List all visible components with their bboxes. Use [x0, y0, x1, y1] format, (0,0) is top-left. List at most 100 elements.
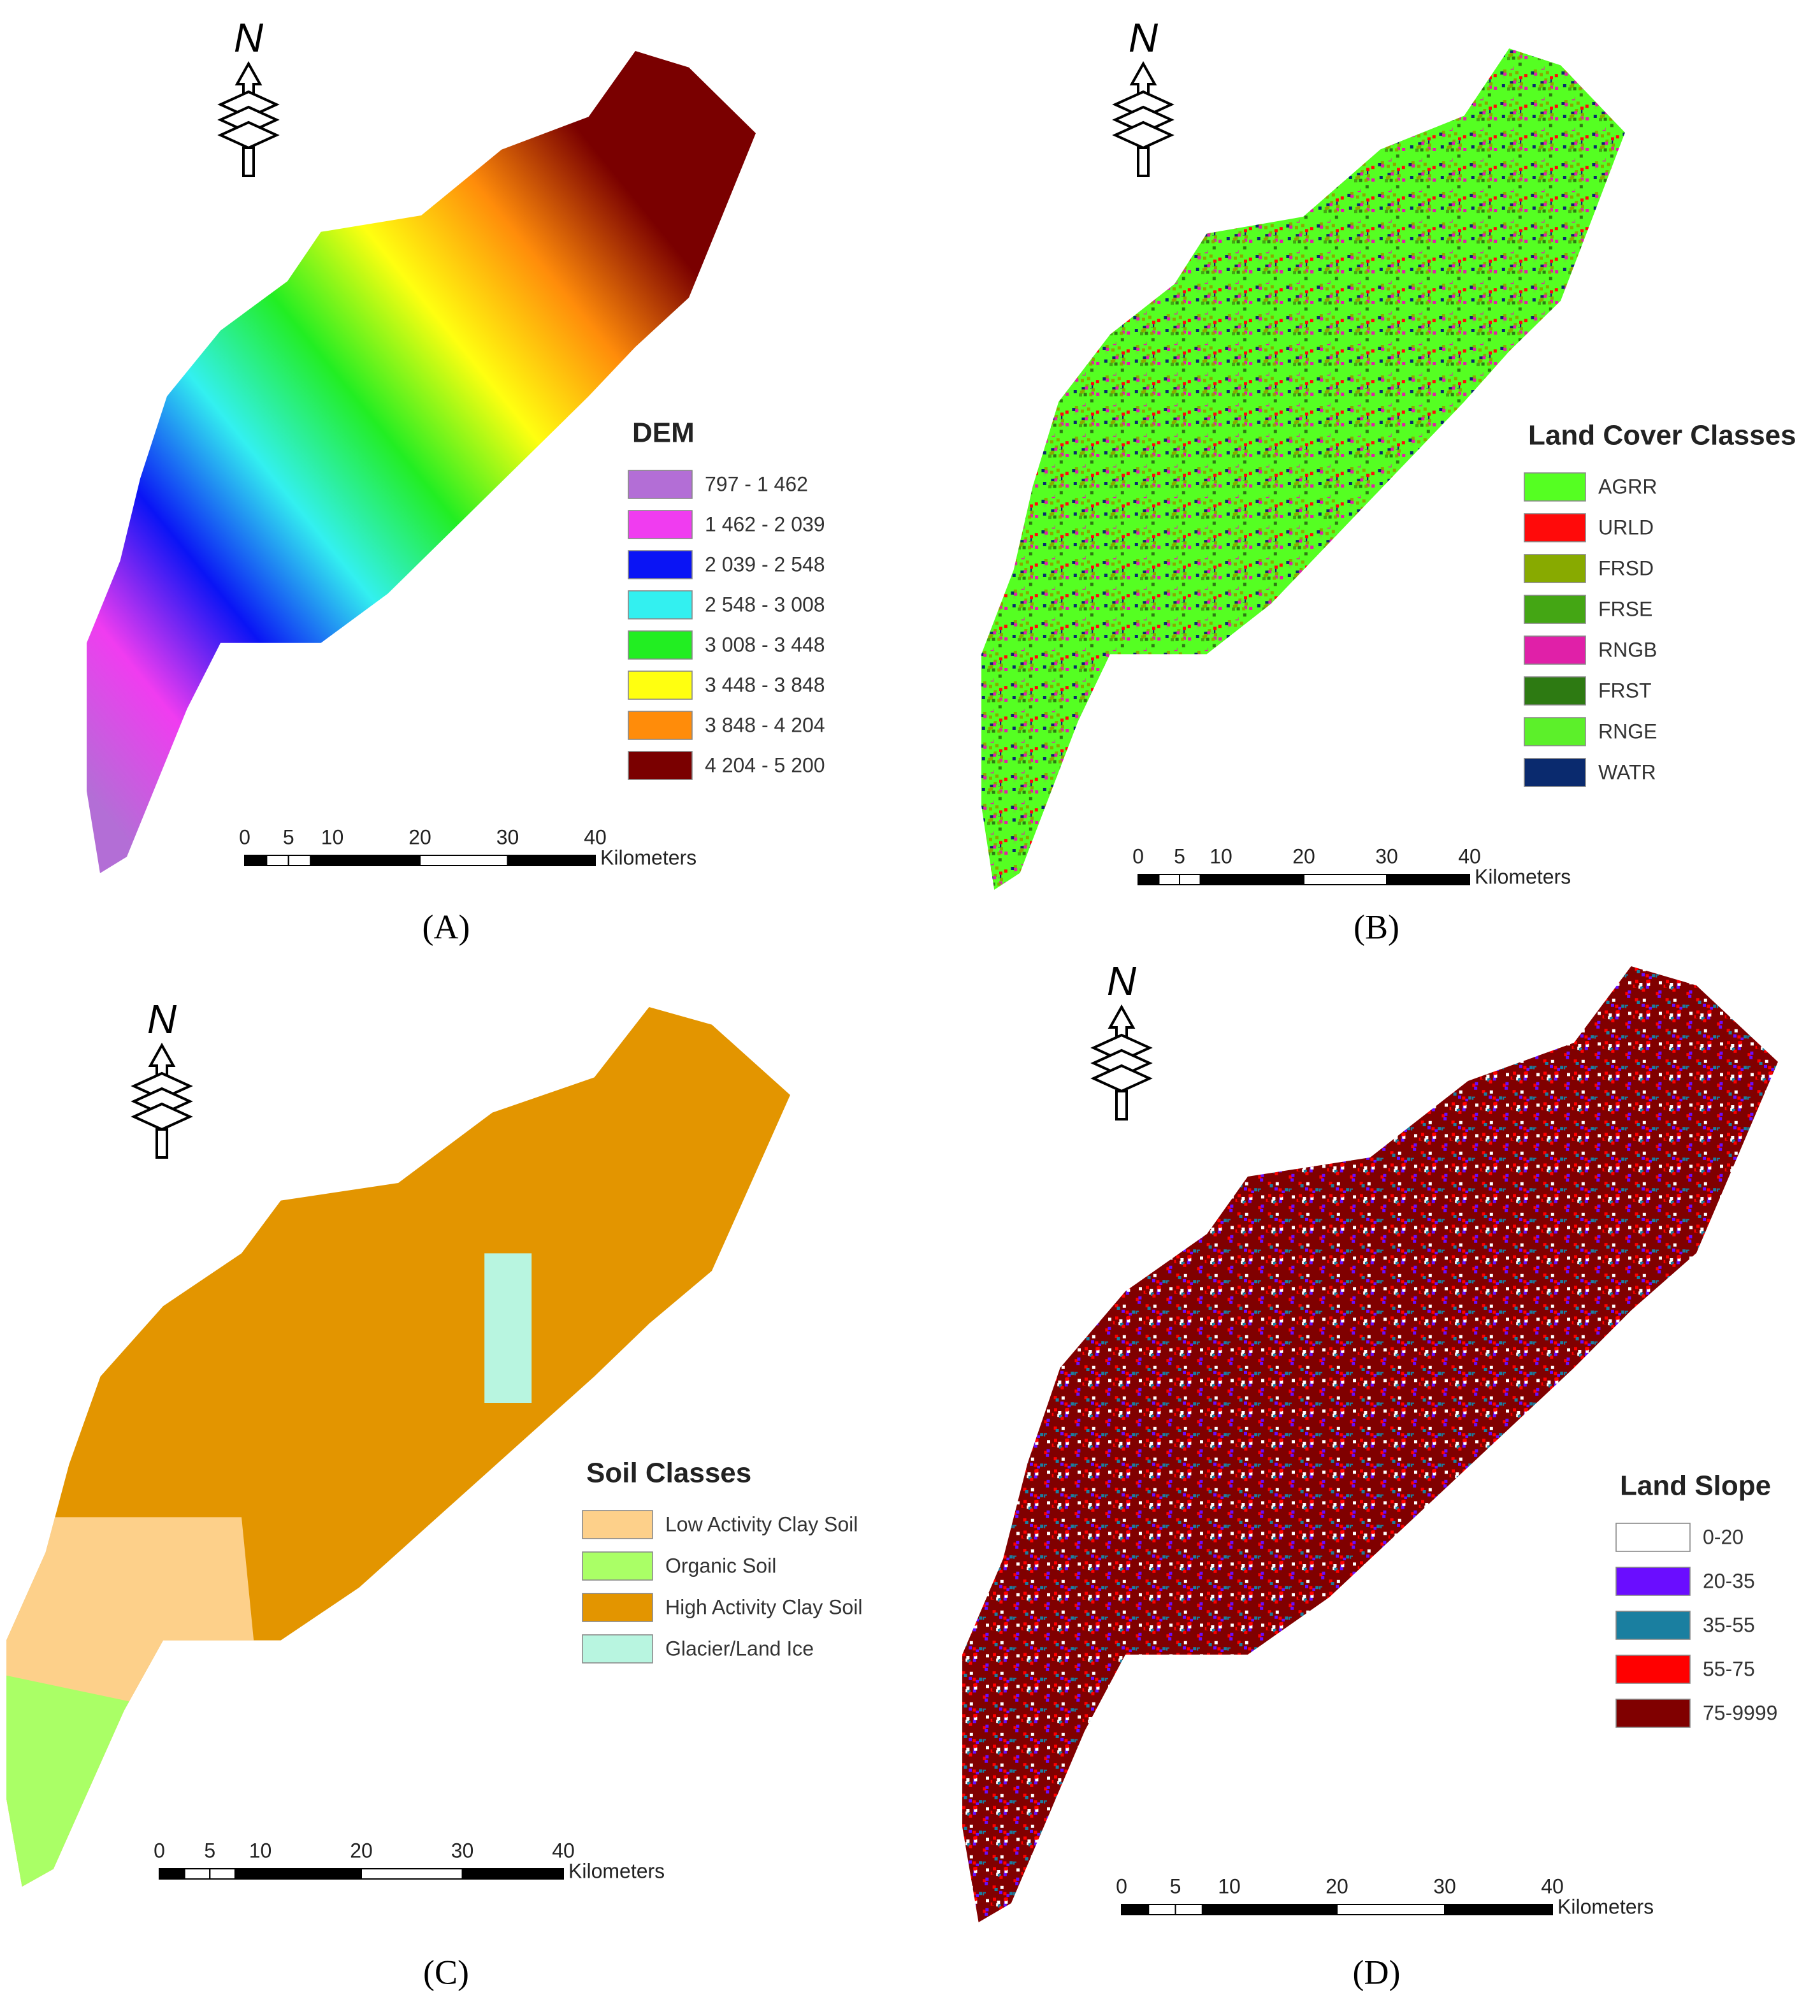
legend-swatch — [628, 751, 693, 780]
scale-label: 5 — [204, 1839, 215, 1862]
scale-label: 40 — [1458, 845, 1481, 867]
scale-segment — [331, 855, 421, 866]
scale-segment — [507, 855, 596, 866]
legend-label: FRST — [1598, 679, 1652, 702]
scale-segment — [461, 1868, 564, 1880]
scale-label: 5 — [1174, 845, 1185, 867]
scale-label: 10 — [1218, 1875, 1241, 1897]
scale-segment — [1158, 874, 1180, 885]
arrow-tail — [242, 147, 255, 177]
scale-unit: Kilometers — [1475, 865, 1571, 888]
legend-swatch — [1524, 635, 1586, 665]
legend-title: Land Slope — [1620, 1470, 1771, 1502]
legend-swatch — [1615, 1567, 1691, 1596]
legend-label: 75-9999 — [1703, 1701, 1777, 1724]
watershed-map — [981, 48, 1625, 890]
map-panel: N Land Cover Classes AGRR URLD FRSD FRSE RNGB F… — [981, 15, 1796, 946]
north-label: N — [1129, 15, 1159, 61]
legend-swatch — [1524, 595, 1586, 624]
scale-segment — [1199, 874, 1222, 885]
soil-zone — [484, 1253, 532, 1403]
scale-label: 30 — [1433, 1875, 1456, 1897]
legend-swatch — [582, 1634, 653, 1664]
north-label: N — [234, 15, 264, 61]
layer-plate — [217, 120, 280, 150]
legend-label: FRSD — [1598, 556, 1654, 579]
watershed-map — [962, 966, 1778, 1922]
legend-swatch — [1615, 1523, 1691, 1552]
legend-title: Land Cover Classes — [1528, 420, 1796, 451]
legend-label: Low Activity Clay Soil — [665, 1512, 858, 1535]
scale-label: 10 — [321, 825, 344, 848]
legend-label: 3 448 - 3 848 — [705, 673, 825, 696]
legend-swatch — [582, 1551, 653, 1581]
scale-label: 5 — [1170, 1875, 1181, 1897]
legend-title: DEM — [632, 417, 695, 449]
watershed-map — [87, 51, 756, 873]
north-arrow: N — [131, 996, 193, 1159]
scale-label: 5 — [283, 825, 294, 848]
legend-label: 2 039 - 2 548 — [705, 553, 825, 576]
legend-label: Organic Soil — [665, 1554, 776, 1577]
legend-swatch — [628, 630, 693, 660]
scale-segment — [266, 855, 289, 866]
scale-segment — [234, 1868, 261, 1880]
scale-segment — [1201, 1904, 1230, 1915]
legend-label: 0-20 — [1703, 1525, 1744, 1548]
scale-label: 30 — [1375, 845, 1398, 867]
legend-label: AGRR — [1598, 475, 1657, 498]
map-panel: N Soil Classes Low Activity Clay Soil Organ… — [6, 996, 862, 1991]
scale-label: 20 — [408, 825, 431, 848]
panel-label: (C) — [423, 1953, 469, 1991]
legend-label: URLD — [1598, 516, 1654, 539]
scale-label: 0 — [1132, 845, 1144, 867]
legend-swatch — [1615, 1699, 1691, 1728]
legend-label: High Activity Clay Soil — [665, 1595, 862, 1618]
legend-label: Glacier/Land Ice — [665, 1637, 814, 1660]
legend-label: RNGE — [1598, 720, 1657, 743]
scale-label: 20 — [1292, 845, 1315, 867]
scale-label: 40 — [552, 1839, 575, 1862]
legend-swatch — [628, 510, 693, 539]
soil-zone — [6, 1675, 132, 1887]
scale-label: 0 — [239, 825, 250, 848]
watershed-map — [6, 1007, 790, 1887]
legend-swatch — [582, 1593, 653, 1622]
scale-unit: Kilometers — [1557, 1895, 1654, 1918]
legend-label: WATR — [1598, 760, 1656, 783]
map-panel: N Land Slope 0-20 20-35 35-55 55-75 75-9999 0 5 1… — [962, 958, 1778, 1991]
legend-label: 2 548 - 3 008 — [705, 593, 825, 616]
scale-segment — [1220, 874, 1304, 885]
scale-label: 30 — [496, 825, 519, 848]
legend-swatch — [628, 671, 693, 700]
legend-swatch — [1524, 676, 1586, 706]
legend-label: 35-55 — [1703, 1613, 1755, 1636]
legend-swatch — [628, 550, 693, 579]
scale-segment — [310, 855, 333, 866]
legend-swatch — [1615, 1611, 1691, 1640]
arrow-tail — [1115, 1090, 1128, 1120]
legend-label: 55-75 — [1703, 1657, 1755, 1680]
scale-label: 20 — [350, 1839, 373, 1862]
legend-swatch — [1524, 513, 1586, 542]
map-panel: N DEM 797 - 1 462 1 462 - 2 039 2 039 - 2 54… — [87, 15, 825, 946]
legend-swatch — [1524, 758, 1586, 787]
panel-label: (B) — [1354, 908, 1399, 946]
scale-label: 10 — [249, 1839, 272, 1862]
legend-swatch — [628, 711, 693, 740]
layer-plate — [1112, 120, 1174, 150]
scale-segment — [184, 1868, 211, 1880]
panel-label: (D) — [1353, 1953, 1401, 1991]
scale-segment — [361, 1868, 463, 1880]
layer-plate — [1090, 1064, 1153, 1093]
north-label: N — [1107, 958, 1137, 1004]
legend-swatch — [1524, 717, 1586, 746]
legend-label: 4 204 - 5 200 — [705, 753, 825, 776]
scale-label: 0 — [154, 1839, 165, 1862]
scale-label: 20 — [1325, 1875, 1348, 1897]
layer-plate — [131, 1102, 193, 1131]
legend-label: RNGB — [1598, 638, 1657, 661]
scale-label: 0 — [1116, 1875, 1127, 1897]
panel-label: (A) — [422, 908, 470, 946]
